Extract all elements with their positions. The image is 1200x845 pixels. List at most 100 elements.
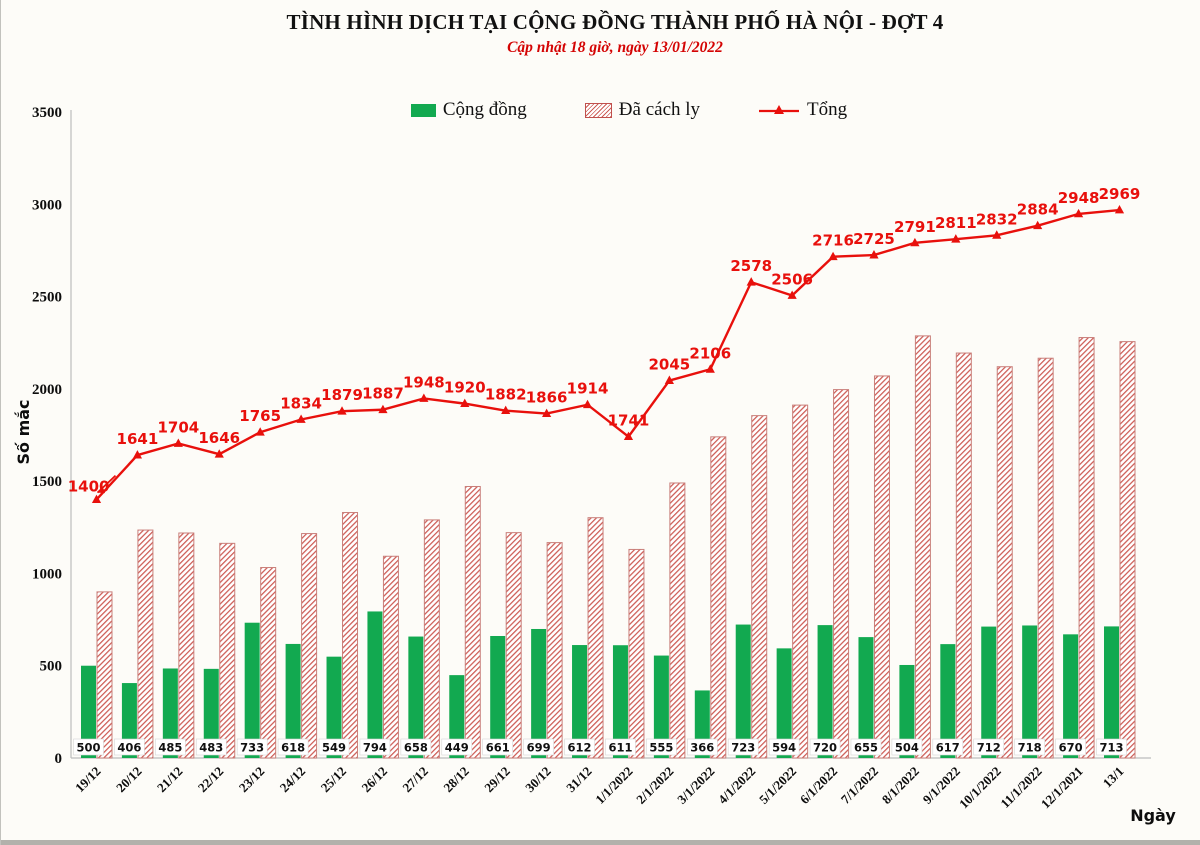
x-tick-label: 5/1/2022 (756, 764, 799, 807)
bar-value-label: 718 (1018, 741, 1042, 755)
bar-cong-dong (940, 644, 956, 758)
x-tick-label: 12/1/2021 (1038, 764, 1086, 812)
bar-cong-dong (408, 636, 424, 758)
bar-value-label: 485 (158, 741, 182, 755)
bar-cong-dong (162, 668, 178, 758)
bar-value-label: 723 (731, 741, 755, 755)
bar-da-cach-ly (382, 555, 399, 759)
bar-cong-dong (612, 645, 628, 758)
bar-value-label: 617 (936, 741, 960, 755)
x-tick-label: 26/12 (359, 764, 391, 796)
line-value-label: 2969 (1099, 185, 1141, 203)
bar-value-box (195, 738, 227, 756)
bar-value-box (359, 738, 391, 756)
x-tick-label: 24/12 (277, 764, 309, 796)
bar-cong-dong (367, 611, 383, 758)
bar-cong-dong (203, 668, 219, 758)
bar-da-cach-ly (955, 352, 972, 759)
line-value-label: 2578 (730, 257, 772, 275)
y-tick-label: 0 (55, 751, 63, 767)
bar-da-cach-ly (669, 482, 686, 759)
x-tick-label: 4/1/2022 (715, 764, 758, 807)
bar-cong-dong (735, 624, 751, 758)
bar-cong-dong (858, 637, 874, 758)
line-marker (91, 494, 102, 503)
x-tick-label: 27/12 (399, 764, 431, 796)
bar-value-label: 670 (1059, 741, 1083, 755)
bar-value-box (1014, 738, 1045, 756)
y-tick-label: 500 (40, 659, 63, 675)
line-marker (337, 406, 347, 415)
bar-da-cach-ly (260, 567, 277, 759)
x-tick-label: 2/1/2022 (633, 764, 676, 807)
bar-value-box (891, 738, 923, 756)
x-tick-label: 25/12 (318, 764, 350, 796)
x-axis-title: Ngày (1130, 806, 1176, 825)
bar-value-label: 713 (1099, 741, 1123, 755)
bar-cong-dong (449, 675, 465, 758)
bar-cong-dong (490, 635, 506, 758)
line-marker (828, 251, 838, 261)
legend-label: Cộng đồng (442, 99, 527, 120)
bar-value-label: 794 (363, 741, 387, 755)
bar-value-label: 733 (240, 741, 264, 755)
x-tick-label: 29/12 (481, 764, 513, 796)
line-marker (992, 230, 1002, 239)
x-tick-label: 23/12 (236, 764, 268, 796)
x-tick-label: 22/12 (195, 764, 227, 796)
line-value-label: 2045 (649, 356, 691, 374)
bar-da-cach-ly (178, 532, 195, 759)
bar-value-label: 612 (568, 741, 592, 755)
line-value-label: 2725 (853, 230, 895, 248)
bar-da-cach-ly (1119, 341, 1136, 759)
bar-value-label: 655 (854, 741, 878, 755)
window-bottom-border (1, 840, 1200, 845)
bar-cong-dong (817, 625, 833, 758)
x-tick-label: 7/1/2022 (838, 764, 881, 807)
bar-da-cach-ly (423, 519, 440, 759)
line-value-label: 2716 (812, 232, 854, 250)
line-marker (214, 449, 224, 458)
green-bar-swatch-icon (410, 103, 436, 117)
bar-da-cach-ly (546, 542, 563, 759)
x-tick-label: 28/12 (440, 764, 472, 796)
legend-label: Đã cách ly (618, 99, 701, 120)
y-tick-label: 1000 (32, 566, 62, 582)
bar-value-label: 720 (813, 741, 837, 755)
line-marker (378, 404, 388, 414)
line-value-label: 1646 (198, 429, 240, 447)
line-value-label: 1765 (239, 407, 281, 425)
line-marker (542, 408, 552, 417)
bar-da-cach-ly (996, 366, 1013, 759)
x-tick-label: 20/12 (113, 764, 145, 796)
line-marker (132, 450, 143, 459)
bar-value-label: 661 (486, 741, 510, 755)
line-marker (1073, 208, 1084, 218)
bar-value-label: 699 (527, 741, 551, 755)
line-marker (787, 290, 797, 299)
chart-title: TÌNH HÌNH DỊCH TẠI CỘNG ĐỒNG THÀNH PHỐ H… (286, 10, 944, 34)
bar-da-cach-ly (628, 548, 645, 759)
bar-da-cach-ly (137, 529, 154, 759)
bar-value-box (482, 738, 514, 756)
bar-da-cach-ly (342, 512, 359, 759)
line-value-label: 2106 (689, 344, 731, 362)
line-marker (869, 250, 879, 259)
bar-da-cach-ly (914, 335, 931, 759)
line-value-label: 1834 (280, 394, 322, 412)
chart-subtitle: Cập nhật 18 giờ, ngày 13/01/2022 (507, 39, 723, 56)
bar-value-label: 500 (76, 741, 100, 755)
legend-item-da-cach-ly: Đã cách ly (584, 99, 701, 121)
x-tick-label: 21/12 (154, 764, 186, 796)
line-value-label: 1948 (403, 373, 445, 391)
line-value-label: 1741 (608, 412, 650, 430)
line-value-label: 2791 (894, 218, 936, 236)
x-tick-label: 3/1/2022 (674, 764, 717, 807)
line-marker (910, 237, 920, 247)
line-value-label: 1887 (362, 385, 404, 403)
line-marker (419, 393, 429, 402)
bar-value-box (850, 738, 882, 756)
bar-da-cach-ly (96, 591, 113, 759)
